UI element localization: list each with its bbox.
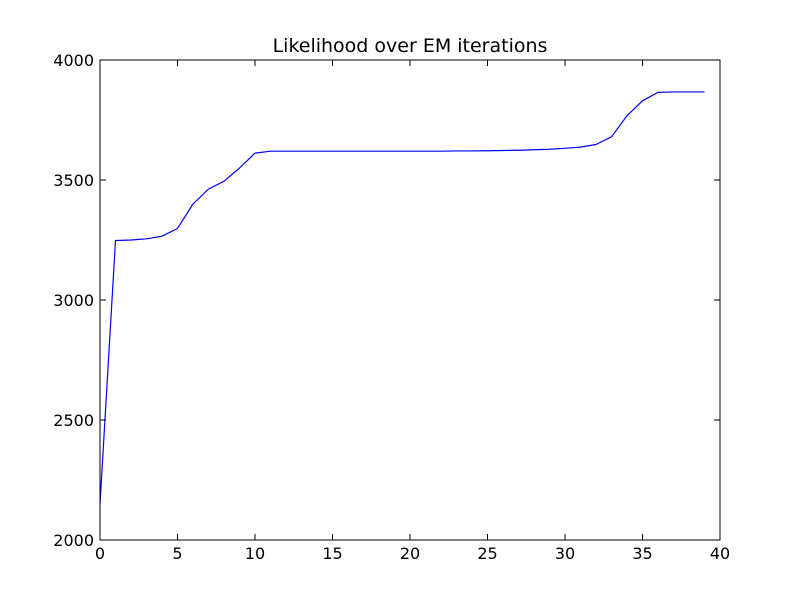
y-tick-label: 2500 xyxy=(53,411,94,430)
x-tick-label: 30 xyxy=(555,544,575,563)
x-tick-label: 20 xyxy=(400,544,420,563)
ticks-layer: 0 5 10 15 20 25 30 35 40 2000 2500 3000 3500 4000 xyxy=(53,51,730,563)
likelihood-series-line xyxy=(99,91,705,505)
y-tick-label: 3500 xyxy=(53,171,94,190)
x-tick-label: 35 xyxy=(632,544,652,563)
plot-area-frame xyxy=(99,59,721,541)
x-tick-label: 0 xyxy=(95,544,105,563)
y-tick-label: 2000 xyxy=(53,531,94,550)
x-tick-label: 15 xyxy=(322,544,342,563)
series-layer xyxy=(99,91,705,505)
x-tick-label: 10 xyxy=(245,544,265,563)
y-tick-label: 4000 xyxy=(53,51,94,70)
x-tick-label: 25 xyxy=(477,544,497,563)
y-tick-label: 3000 xyxy=(53,291,94,310)
chart-title: Likelihood over EM iterations xyxy=(273,35,548,57)
x-tick-label: 40 xyxy=(710,544,730,563)
x-tick-label: 5 xyxy=(172,544,182,563)
